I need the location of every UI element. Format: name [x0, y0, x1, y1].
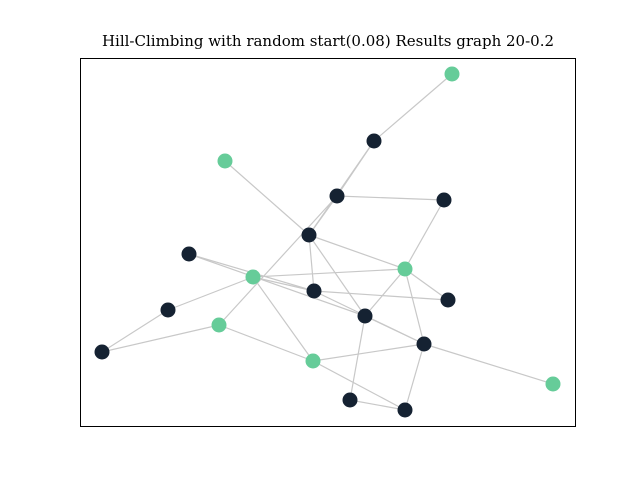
- graph-edge: [364, 315, 425, 345]
- graph-edge: [252, 276, 315, 292]
- graph-edge: [218, 324, 314, 362]
- graph-edge: [224, 160, 310, 236]
- graph-edge: [373, 73, 453, 142]
- graph-edge: [404, 199, 445, 270]
- graph-edge: [312, 343, 425, 362]
- graph-node-dark: [440, 292, 456, 308]
- graph-edge: [101, 309, 169, 353]
- graph-node-dark: [306, 283, 322, 299]
- graph-edge: [423, 343, 554, 385]
- graph-node-dark: [342, 392, 358, 408]
- graph-node-light: [211, 317, 227, 333]
- graph-node-dark: [329, 188, 345, 204]
- graph-edge: [308, 195, 338, 236]
- graph-edge: [308, 234, 406, 270]
- graph-node-light: [305, 353, 321, 369]
- graph-edge: [252, 268, 406, 278]
- graph-edge: [218, 195, 338, 326]
- graph-node-light: [245, 269, 261, 285]
- graph-edge: [349, 315, 366, 401]
- graph-edge: [308, 234, 315, 292]
- graph-node-light: [444, 66, 460, 82]
- graph-node-dark: [416, 336, 432, 352]
- graph-node-dark: [366, 133, 382, 149]
- graph-title: Hill-Climbing with random start(0.08) Re…: [101, 32, 555, 50]
- graph-edge: [364, 268, 406, 317]
- graph-node-dark: [301, 227, 317, 243]
- graph-edge: [101, 324, 220, 353]
- graph-node-dark: [436, 192, 452, 208]
- graph-node-light: [217, 153, 233, 169]
- graph-edge: [404, 268, 449, 301]
- node-layer: [94, 66, 561, 418]
- graph-edge: [404, 343, 425, 411]
- graph-node-light: [545, 376, 561, 392]
- graph-edge: [404, 268, 425, 345]
- graph-edge: [349, 399, 406, 411]
- graph-edge: [188, 253, 366, 317]
- graph-edge: [336, 195, 445, 201]
- plot-frame: [80, 58, 576, 427]
- graph-node-light: [397, 261, 413, 277]
- graph-node-dark: [397, 402, 413, 418]
- graph-node-dark: [181, 246, 197, 262]
- graph-edge: [308, 234, 366, 317]
- edge-layer: [101, 73, 554, 411]
- graph-node-dark: [94, 344, 110, 360]
- graph-edge: [312, 360, 406, 411]
- graph-node-dark: [160, 302, 176, 318]
- graph-node-dark: [357, 308, 373, 324]
- graph-edge: [313, 290, 449, 301]
- graph-edge: [167, 276, 254, 311]
- graph-edge: [252, 276, 314, 362]
